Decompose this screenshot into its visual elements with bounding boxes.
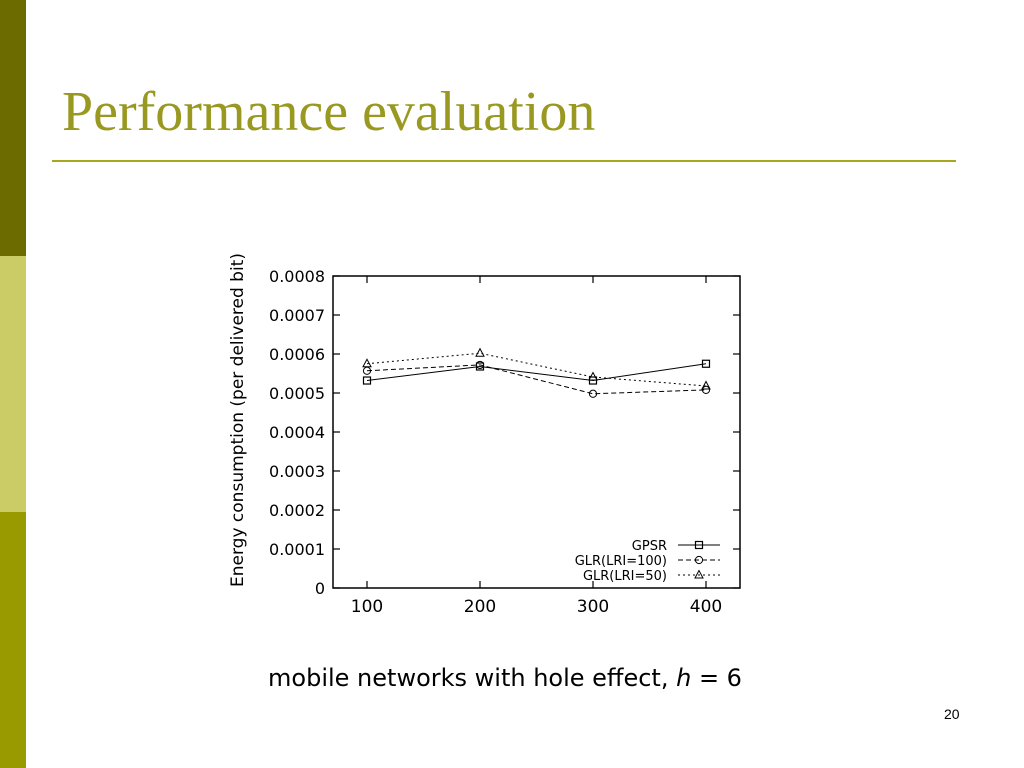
- y-tick-label: 0.0002: [269, 501, 325, 520]
- data-point: [701, 359, 711, 368]
- data-point: [701, 385, 711, 394]
- legend-label: GLR(LRI=100): [575, 554, 667, 569]
- legend-label: GLR(LRI=50): [583, 569, 667, 584]
- series-layer: [362, 347, 711, 398]
- data-point: [475, 347, 485, 357]
- sidebar-stripe-bottom: [0, 512, 26, 768]
- data-point: [588, 371, 598, 381]
- series-2: [362, 360, 711, 398]
- x-tick-label: 100: [351, 597, 383, 617]
- legend-marker: [694, 540, 704, 550]
- y-tick-label: 0.0006: [269, 345, 325, 364]
- y-axis: 0 0.0001 0.0002 0.0003 0.0004 0.0005 0.0006 0.0…: [269, 267, 740, 598]
- y-tick-label: 0.0001: [269, 540, 325, 559]
- slide-title: Performance evaluation: [62, 81, 596, 143]
- data-point: [588, 389, 598, 398]
- x-axis: 100 200 300 400: [351, 276, 722, 617]
- caption-text: mobile networks with hole effect,: [268, 664, 677, 692]
- legend-marker: [694, 569, 704, 579]
- caption-value: = 6: [691, 664, 742, 692]
- caption-variable: h: [676, 664, 692, 692]
- data-point: [475, 360, 485, 370]
- y-tick-label: 0.0003: [269, 462, 325, 481]
- data-point: [362, 376, 372, 385]
- data-point: [701, 380, 711, 390]
- page-number: 20: [944, 706, 960, 722]
- series-line: [366, 352, 707, 387]
- sidebar-stripe-middle: [0, 256, 26, 512]
- y-tick-label: 0.0007: [269, 306, 325, 325]
- y-axis-label: Energy consumption (per delivered bit): [228, 253, 248, 587]
- y-tick-label: 0.0004: [269, 423, 325, 442]
- title-divider: [52, 160, 956, 162]
- plot-frame: [332, 275, 741, 589]
- legend-label: GPSR: [632, 539, 667, 554]
- data-point: [588, 376, 598, 385]
- x-tick-label: 300: [577, 597, 609, 617]
- series-line: [366, 363, 707, 382]
- data-point: [362, 358, 372, 368]
- energy-line-chart: 0 0.0001 0.0002 0.0003 0.0004 0.0005 0.0006 0.0…: [228, 253, 741, 617]
- series-1: [362, 359, 711, 385]
- legend-marker: [694, 555, 704, 565]
- sidebar-stripe-top: [0, 0, 26, 256]
- x-tick-label: 400: [690, 597, 722, 617]
- y-tick-label: 0.0008: [269, 267, 325, 286]
- series-3: [362, 347, 711, 390]
- x-tick-label: 200: [464, 597, 496, 617]
- series-line: [366, 364, 707, 395]
- chart-caption: mobile networks with hole effect, h = 6: [0, 664, 1010, 692]
- y-tick-label: 0: [315, 579, 325, 598]
- y-tick-label: 0.0005: [269, 384, 325, 403]
